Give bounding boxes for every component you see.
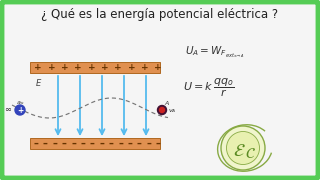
Text: –: –	[52, 138, 57, 148]
Text: –: –	[43, 138, 48, 148]
Text: +: +	[114, 63, 122, 72]
Text: –: –	[62, 138, 67, 148]
Text: –: –	[156, 138, 160, 148]
Text: –: –	[146, 138, 151, 148]
Text: +: +	[128, 63, 135, 72]
Text: $\mathcal{E}$: $\mathcal{E}$	[233, 142, 245, 160]
Text: +: +	[154, 63, 162, 72]
Text: –: –	[118, 138, 123, 148]
Text: +: +	[34, 63, 42, 72]
Text: –: –	[81, 138, 85, 148]
Text: –: –	[99, 138, 104, 148]
Text: +: +	[61, 63, 68, 72]
FancyBboxPatch shape	[2, 2, 318, 178]
Text: $E$: $E$	[35, 76, 42, 87]
Text: –: –	[34, 138, 38, 148]
Text: –: –	[108, 138, 114, 148]
Text: $\infty$: $\infty$	[4, 105, 12, 114]
Text: $a_\infty$: $a_\infty$	[16, 99, 26, 107]
Text: $U_A = W_{F_{ext_{\infty \rightarrow A}}}$: $U_A = W_{F_{ext_{\infty \rightarrow A}}…	[185, 44, 245, 60]
Text: $U = k\,\dfrac{qq_o}{r}$: $U = k\,\dfrac{qq_o}{r}$	[183, 77, 234, 99]
Text: –: –	[137, 138, 142, 148]
Text: +: +	[88, 63, 95, 72]
Bar	[30, 62, 160, 73]
Text: –: –	[127, 138, 132, 148]
Text: +: +	[101, 63, 108, 72]
Text: $\mathcal{C}$: $\mathcal{C}$	[244, 145, 255, 161]
Bar	[30, 138, 160, 149]
Text: +: +	[74, 63, 82, 72]
Text: –: –	[90, 138, 95, 148]
Text: $A$: $A$	[164, 99, 170, 107]
Circle shape	[227, 132, 260, 165]
Text: +: +	[17, 105, 23, 114]
Text: –: –	[71, 138, 76, 148]
Text: ¿ Qué es la energía potencial eléctrica ?: ¿ Qué es la energía potencial eléctrica …	[41, 8, 279, 21]
Text: $v_A$: $v_A$	[168, 107, 176, 115]
Circle shape	[221, 126, 265, 170]
Text: +: +	[141, 63, 148, 72]
Circle shape	[159, 107, 164, 112]
Text: +: +	[48, 63, 55, 72]
Circle shape	[157, 105, 166, 114]
Circle shape	[15, 105, 25, 115]
